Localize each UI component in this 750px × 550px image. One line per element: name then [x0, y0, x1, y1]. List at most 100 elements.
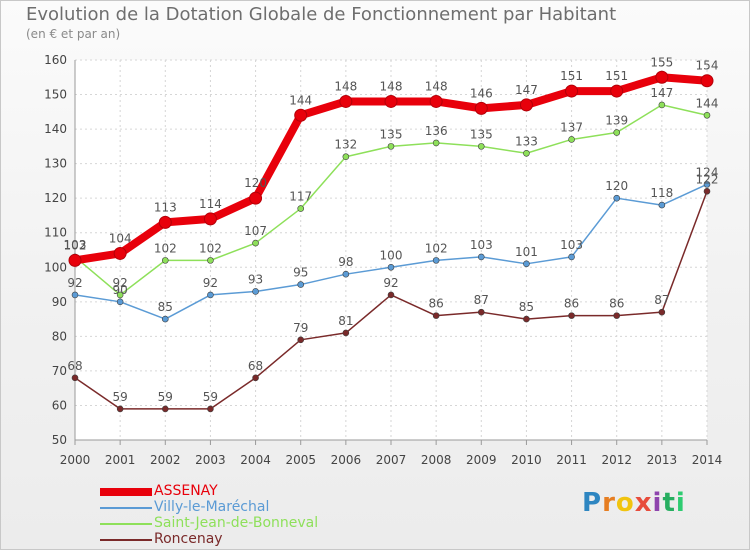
- data-label: 135: [470, 127, 493, 141]
- data-label: 92: [203, 276, 218, 290]
- data-point: [703, 181, 711, 188]
- data-point: [477, 308, 485, 316]
- data-point: [432, 312, 440, 319]
- data-label: 59: [158, 390, 173, 404]
- data-label: 59: [113, 390, 128, 404]
- data-point: [342, 270, 350, 278]
- data-point: [161, 405, 169, 413]
- data-point: [703, 111, 711, 119]
- data-label: 102: [154, 241, 177, 255]
- data-point: [568, 136, 575, 143]
- logo-letter: t: [662, 488, 676, 518]
- data-point: [387, 263, 395, 271]
- data-label: 98: [338, 255, 353, 269]
- data-point: [297, 205, 305, 212]
- data-point: [565, 84, 579, 98]
- y-tick-label: 90: [52, 295, 67, 309]
- y-tick-label: 150: [44, 88, 67, 102]
- data-label: 107: [244, 224, 267, 238]
- data-point: [297, 281, 305, 288]
- data-point: [477, 143, 485, 150]
- data-label: 68: [248, 359, 263, 373]
- data-point: [252, 288, 259, 295]
- data-point: [113, 246, 127, 260]
- x-tick-label: 2012: [601, 453, 632, 467]
- data-point: [658, 101, 666, 109]
- data-label: 100: [380, 248, 403, 262]
- data-point: [474, 101, 488, 115]
- data-point: [71, 291, 79, 299]
- y-tick-label: 80: [52, 329, 67, 343]
- data-label: 90: [113, 283, 128, 297]
- data-label: 85: [158, 300, 173, 314]
- y-tick-label: 50: [52, 433, 67, 447]
- data-point: [432, 257, 440, 264]
- x-tick-label: 2008: [421, 453, 452, 467]
- data-point: [158, 215, 172, 229]
- data-label: 87: [654, 293, 669, 307]
- logo-letter: i: [675, 488, 686, 518]
- data-label: 86: [564, 297, 579, 311]
- data-label: 101: [515, 245, 538, 259]
- logo-letter: P: [582, 488, 603, 518]
- legend-label: Roncenay: [154, 531, 223, 547]
- x-tick-label: 2007: [376, 453, 407, 467]
- data-point: [384, 94, 398, 108]
- legend-label: ASSENAY: [154, 483, 218, 499]
- legend-label: Villy-le-Maréchal: [154, 499, 270, 515]
- data-point: [703, 187, 711, 195]
- data-point: [387, 291, 395, 299]
- data-point: [429, 94, 443, 108]
- data-label: 95: [293, 266, 308, 280]
- data-point: [342, 153, 350, 161]
- data-point: [68, 253, 82, 267]
- data-label: 148: [380, 79, 403, 93]
- data-label: 103: [470, 238, 493, 252]
- data-point: [477, 253, 485, 261]
- legend-swatch: [100, 523, 152, 525]
- x-tick-label: 2013: [647, 453, 678, 467]
- data-point: [297, 336, 305, 344]
- y-tick-label: 110: [44, 226, 67, 240]
- data-label: 148: [425, 79, 448, 93]
- data-point: [387, 143, 395, 150]
- data-point: [161, 257, 169, 264]
- data-point: [613, 312, 621, 319]
- data-label: 102: [199, 241, 222, 255]
- data-point: [207, 291, 214, 299]
- data-label: 147: [515, 83, 538, 97]
- data-point: [523, 315, 530, 323]
- data-label: 59: [203, 390, 218, 404]
- data-label: 151: [605, 69, 628, 83]
- series-lines: [68, 70, 714, 413]
- logo-letter: i: [652, 488, 663, 518]
- data-point: [116, 405, 124, 413]
- data-point: [116, 298, 124, 306]
- axes: 50 60 70 80 90 100 110 120 130 140 150 160 2000 2001 2…: [44, 53, 722, 467]
- data-label: 86: [609, 297, 624, 311]
- legend-swatch: [100, 488, 152, 496]
- data-point: [519, 98, 533, 112]
- data-label: 136: [425, 124, 448, 138]
- y-tick-label: 100: [44, 260, 67, 274]
- data-label: 85: [519, 300, 534, 314]
- data-label: 146: [470, 86, 493, 100]
- logo-letter: r: [602, 488, 616, 518]
- data-label: 102: [64, 238, 87, 252]
- data-point: [252, 374, 259, 382]
- data-point: [161, 315, 169, 323]
- x-tick-label: 2005: [285, 453, 316, 467]
- data-label: 79: [293, 321, 308, 335]
- data-point: [432, 139, 440, 147]
- y-tick-label: 60: [52, 398, 67, 412]
- y-tick-label: 130: [44, 157, 67, 171]
- x-tick-label: 2014: [692, 453, 723, 467]
- data-point: [613, 129, 621, 136]
- data-point: [71, 374, 79, 382]
- x-tick-label: 2003: [195, 453, 226, 467]
- data-label: 151: [560, 69, 583, 83]
- data-label: 93: [248, 272, 263, 286]
- data-point: [523, 260, 530, 268]
- data-point: [207, 405, 214, 413]
